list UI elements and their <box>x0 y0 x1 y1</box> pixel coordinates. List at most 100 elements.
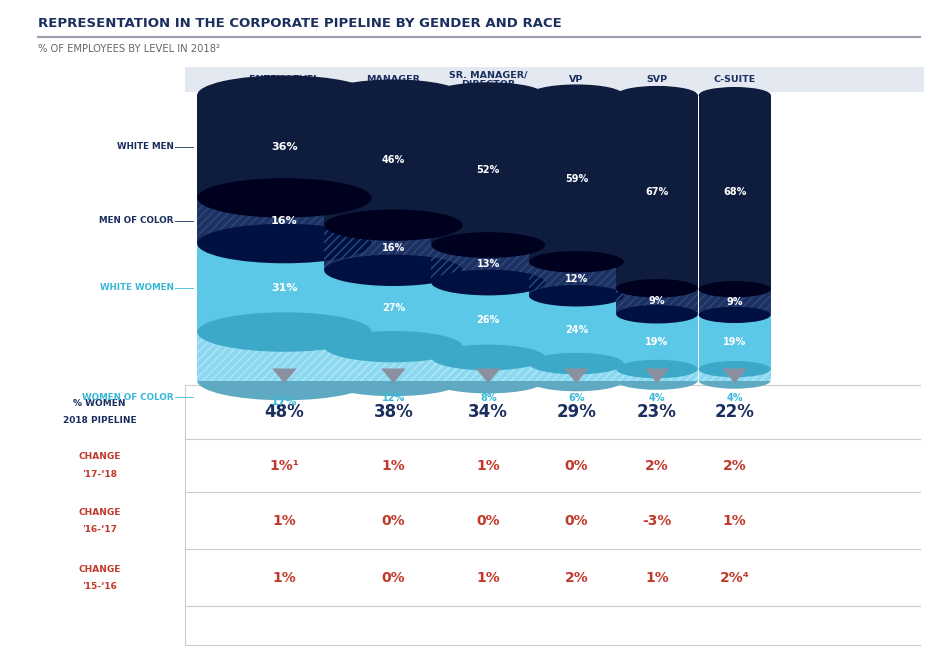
Polygon shape <box>616 314 698 369</box>
Text: % OF EMPLOYEES BY LEVEL IN 2018²: % OF EMPLOYEES BY LEVEL IN 2018² <box>38 44 220 54</box>
Text: CHANGE: CHANGE <box>79 452 120 462</box>
Polygon shape <box>699 289 771 315</box>
Text: 36%: 36% <box>271 141 298 151</box>
Ellipse shape <box>616 86 698 105</box>
Polygon shape <box>324 346 463 381</box>
Text: ENTRY LEVEL: ENTRY LEVEL <box>249 75 319 84</box>
Text: 26%: 26% <box>477 315 500 325</box>
FancyBboxPatch shape <box>185 67 924 92</box>
Text: 0%: 0% <box>477 514 500 528</box>
Polygon shape <box>197 244 372 332</box>
Polygon shape <box>699 315 771 369</box>
Polygon shape <box>529 262 624 295</box>
Text: 1%: 1% <box>476 459 501 472</box>
Ellipse shape <box>616 371 698 390</box>
Text: CHANGE: CHANGE <box>79 565 120 574</box>
Polygon shape <box>529 95 624 262</box>
Ellipse shape <box>197 76 372 115</box>
Text: '17-‘18: '17-‘18 <box>82 470 117 479</box>
Ellipse shape <box>699 307 771 323</box>
Ellipse shape <box>616 305 698 324</box>
Text: 59%: 59% <box>565 174 588 184</box>
Text: SR. MANAGER/
DIRECTOR: SR. MANAGER/ DIRECTOR <box>449 70 527 89</box>
Text: 38%: 38% <box>374 403 413 421</box>
Text: MANAGER: MANAGER <box>367 75 420 84</box>
Ellipse shape <box>699 281 771 297</box>
Ellipse shape <box>431 232 545 258</box>
Text: 0%: 0% <box>382 571 405 585</box>
Ellipse shape <box>699 361 771 377</box>
Ellipse shape <box>699 87 771 103</box>
Text: 0%: 0% <box>382 514 405 528</box>
Polygon shape <box>529 364 624 381</box>
Ellipse shape <box>529 84 624 106</box>
Text: WHITE MEN: WHITE MEN <box>117 142 173 151</box>
Ellipse shape <box>616 279 698 297</box>
Text: 23%: 23% <box>637 403 677 421</box>
Text: 2%: 2% <box>645 459 669 472</box>
Text: % WOMEN: % WOMEN <box>73 399 126 408</box>
Text: 1%: 1% <box>272 514 297 528</box>
Text: 34%: 34% <box>468 403 508 421</box>
Text: 0%: 0% <box>565 459 588 472</box>
Polygon shape <box>699 95 771 289</box>
Ellipse shape <box>324 80 463 111</box>
Ellipse shape <box>197 361 372 400</box>
Polygon shape <box>564 369 589 383</box>
Polygon shape <box>722 369 747 383</box>
Ellipse shape <box>324 365 463 396</box>
Ellipse shape <box>431 368 545 393</box>
Text: 46%: 46% <box>382 155 405 165</box>
Polygon shape <box>197 198 372 244</box>
Text: 6%: 6% <box>568 393 585 403</box>
Polygon shape <box>431 358 545 381</box>
Polygon shape <box>324 95 463 225</box>
Text: 68%: 68% <box>723 187 746 197</box>
Text: 2018 PIPELINE: 2018 PIPELINE <box>63 416 137 425</box>
Text: 13%: 13% <box>477 259 500 269</box>
Ellipse shape <box>324 331 463 362</box>
Text: 9%: 9% <box>726 297 743 307</box>
Ellipse shape <box>529 370 624 391</box>
Text: CHANGE: CHANGE <box>79 508 120 517</box>
Polygon shape <box>616 95 698 288</box>
Text: C-SUITE: C-SUITE <box>714 75 756 84</box>
Ellipse shape <box>699 373 771 389</box>
Text: 4%: 4% <box>648 393 665 403</box>
Ellipse shape <box>431 344 545 371</box>
Text: 48%: 48% <box>264 403 304 421</box>
Text: 12%: 12% <box>382 393 405 403</box>
Polygon shape <box>197 332 372 381</box>
Ellipse shape <box>431 269 545 295</box>
Text: 29%: 29% <box>556 403 596 421</box>
Text: 24%: 24% <box>565 325 588 335</box>
Polygon shape <box>616 369 698 381</box>
Ellipse shape <box>324 255 463 286</box>
Text: 1%: 1% <box>645 571 669 585</box>
Polygon shape <box>197 95 372 198</box>
Text: 1%: 1% <box>722 514 747 528</box>
Text: REPRESENTATION IN THE CORPORATE PIPELINE BY GENDER AND RACE: REPRESENTATION IN THE CORPORATE PIPELINE… <box>38 17 561 29</box>
Text: MEN OF COLOR: MEN OF COLOR <box>99 216 173 225</box>
Text: 19%: 19% <box>723 337 746 347</box>
Text: 19%: 19% <box>646 336 668 346</box>
Polygon shape <box>272 369 297 383</box>
Polygon shape <box>476 369 501 383</box>
Ellipse shape <box>616 360 698 379</box>
Text: SVP: SVP <box>647 75 667 84</box>
Text: 1%¹: 1%¹ <box>269 459 300 472</box>
Text: 0%: 0% <box>565 514 588 528</box>
Ellipse shape <box>324 210 463 241</box>
Ellipse shape <box>529 353 624 375</box>
Polygon shape <box>431 245 545 283</box>
Text: WOMEN OF COLOR: WOMEN OF COLOR <box>82 393 173 402</box>
Text: VP: VP <box>569 75 584 84</box>
Text: 1%: 1% <box>381 459 406 472</box>
Text: 1%: 1% <box>476 571 501 585</box>
Text: '16-‘17: '16-‘17 <box>82 525 117 534</box>
Text: 67%: 67% <box>646 187 668 197</box>
Text: 1%: 1% <box>272 571 297 585</box>
Text: 16%: 16% <box>382 243 405 253</box>
Polygon shape <box>324 271 463 346</box>
Polygon shape <box>431 283 545 358</box>
